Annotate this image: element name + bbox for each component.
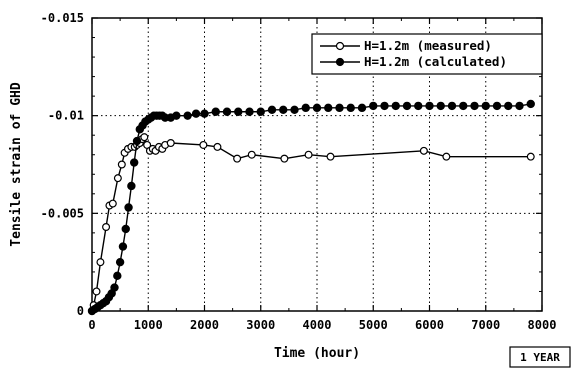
calculated-point: [183, 111, 192, 120]
x-tick-label: 1000: [134, 318, 163, 332]
series-line: [91, 135, 531, 312]
legend-box: [311, 33, 543, 75]
one-year-badge: 1 YEAR: [509, 346, 571, 368]
calculated-point: [124, 203, 133, 212]
measured-point: [280, 154, 289, 163]
calculated-point: [211, 107, 220, 116]
calculated-point: [346, 103, 355, 113]
calculated-point: [113, 271, 122, 281]
x-axis-label: Time (hour): [274, 346, 360, 361]
calculated-point: [222, 107, 232, 116]
calculated-point: [357, 103, 367, 113]
x-tick-label: 6000: [415, 318, 444, 332]
calculated-point: [526, 99, 535, 109]
series-line: [91, 103, 531, 312]
y-axis-label: Tensile strain of GHD: [9, 82, 24, 247]
measured-point: [233, 154, 242, 163]
x-tick-label: 7000: [471, 318, 500, 332]
x-tick-label: 3000: [246, 318, 275, 332]
measured-point: [140, 133, 149, 142]
y-tick-label: -0.015: [41, 11, 84, 25]
calculated-point: [425, 101, 434, 111]
measured-point: [199, 140, 208, 149]
calculated-point: [200, 109, 209, 118]
calculated-point: [245, 107, 254, 116]
series-calculated: [87, 99, 535, 316]
legend-marker-measured: [335, 41, 345, 51]
y-tick-label: -0.01: [48, 109, 84, 123]
measured-point: [96, 258, 105, 267]
calculated-point: [447, 101, 457, 111]
calculated-point: [459, 101, 468, 111]
measured-point: [442, 152, 451, 161]
measured-point: [304, 150, 313, 159]
legend-label: H=1.2m (measured): [364, 38, 492, 53]
measured-point: [326, 152, 335, 161]
calculated-point: [335, 103, 344, 113]
calculated-point: [234, 107, 243, 116]
legend-marker-calculated: [335, 57, 345, 67]
calculated-point: [301, 103, 310, 113]
calculated-point: [290, 105, 299, 115]
measured-point: [92, 287, 101, 296]
calculated-point: [115, 257, 125, 267]
calculated-point: [172, 111, 181, 120]
measured-point: [213, 142, 222, 151]
calculated-point: [191, 109, 201, 118]
calculated-point: [481, 101, 490, 111]
calculated-point: [132, 136, 142, 146]
measured-point: [166, 139, 175, 148]
x-tick-label: 4000: [303, 318, 332, 332]
legend: H=1.2m (measured)H=1.2m (calculated): [311, 33, 543, 75]
calculated-point: [312, 103, 322, 113]
measured-point: [419, 146, 428, 155]
measured-point: [108, 199, 117, 208]
calculated-point: [436, 101, 445, 111]
measured-point: [102, 223, 111, 232]
tick-labels: 0 1000 2000 3000 4000 5000 6000 7000 8000 0 -0.005…: [41, 11, 557, 332]
calculated-point: [391, 101, 400, 111]
x-tick-label: 0: [88, 318, 95, 332]
x-tick-label: 5000: [359, 318, 388, 332]
calculated-point: [279, 105, 288, 115]
measured-point: [117, 160, 126, 169]
series-layer: [87, 99, 535, 316]
calculated-point: [129, 158, 139, 167]
calculated-point: [256, 107, 265, 116]
x-tick-label: 8000: [528, 318, 557, 332]
calculated-point: [110, 283, 119, 292]
calculated-point: [121, 224, 130, 234]
y-tick-label: -0.005: [41, 206, 84, 220]
calculated-point: [414, 101, 423, 111]
calculated-point: [504, 101, 513, 111]
x-tick-label: 2000: [190, 318, 219, 332]
calculated-point: [118, 242, 128, 251]
badge-label: 1 YEAR: [520, 351, 560, 364]
calculated-point: [402, 101, 412, 111]
series-measured: [87, 133, 535, 316]
y-tick-label: 0: [77, 304, 84, 318]
badge-box: [509, 346, 571, 368]
calculated-point: [267, 105, 277, 115]
grid-lines: [92, 18, 542, 311]
calculated-point: [324, 103, 333, 113]
calculated-point: [127, 181, 136, 191]
calculated-point: [492, 101, 502, 111]
calculated-point: [515, 101, 524, 111]
calculated-point: [470, 101, 479, 111]
measured-point: [247, 150, 256, 159]
calculated-point: [380, 101, 389, 111]
legend-label: H=1.2m (calculated): [364, 54, 507, 69]
calculated-point: [369, 101, 378, 111]
measured-point: [526, 152, 535, 161]
measured-point: [113, 174, 122, 183]
